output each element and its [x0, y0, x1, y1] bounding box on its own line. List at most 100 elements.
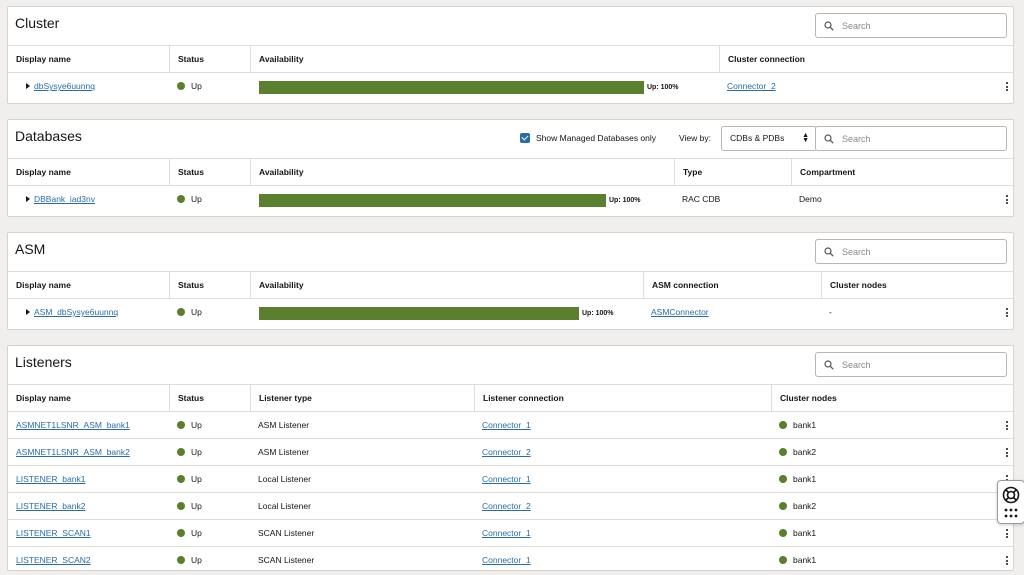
cluster-node: bank1 — [793, 474, 817, 484]
status-up-icon — [177, 82, 185, 90]
listener-name-link[interactable]: LISTENER_SCAN2 — [16, 555, 91, 565]
more-actions-icon[interactable] — [1005, 556, 1009, 566]
table-row: DBBank_iad3nv Up Up: 100% RAC CDB Demo — [8, 185, 1013, 212]
availability-label: Up: 100% — [582, 310, 614, 317]
more-actions-icon[interactable] — [1005, 529, 1009, 539]
cluster-search-input[interactable] — [842, 20, 992, 31]
cluster-search[interactable] — [815, 13, 1007, 38]
asm-search-input[interactable] — [842, 246, 992, 257]
col-listener-type[interactable]: Listener type — [250, 385, 474, 412]
expand-caret-icon[interactable] — [26, 309, 30, 315]
col-availability[interactable]: Availability — [250, 46, 719, 73]
col-status[interactable]: Status — [169, 272, 250, 299]
col-status[interactable]: Status — [169, 385, 250, 412]
status-up-icon — [177, 556, 185, 564]
col-cluster-nodes[interactable]: Cluster nodes — [821, 272, 1013, 299]
listener-name-link[interactable]: ASMNET1LSNR_ASM_bank2 — [16, 447, 130, 457]
table-row: dbSysye6uunnq Up Up: 100% Connector_2 — [8, 72, 1013, 99]
asm-connection-link[interactable]: ASMConnector — [651, 307, 709, 317]
cluster-node: bank1 — [793, 555, 817, 565]
availability-label: Up: 100% — [609, 197, 641, 204]
view-by-value: CDBs & PDBs — [730, 133, 785, 143]
listener-connection-link[interactable]: Connector_1 — [482, 555, 531, 565]
col-display-name[interactable]: Display name — [16, 167, 71, 177]
floating-help-widget — [997, 480, 1024, 524]
databases-search-input[interactable] — [842, 133, 992, 144]
database-name-link[interactable]: DBBank_iad3nv — [34, 194, 95, 204]
status-text: Up — [191, 474, 202, 484]
status-up-icon — [177, 195, 185, 203]
listener-connection-link[interactable]: Connector_1 — [482, 528, 531, 538]
status-text: Up — [191, 307, 202, 317]
more-actions-icon[interactable] — [1005, 195, 1009, 205]
cluster-node: bank2 — [793, 447, 817, 457]
more-actions-icon[interactable] — [1005, 421, 1009, 431]
table-row: ASMNET1LSNR_ASM_bank2 Up ASM Listener Conne… — [8, 438, 1013, 465]
col-cluster-connection[interactable]: Cluster connection — [719, 46, 1013, 73]
table-header: Display name Status Availability Cluster… — [8, 45, 1013, 73]
asm-panel: ASM Display name Status Availability ASM… — [7, 232, 1014, 330]
col-status[interactable]: Status — [169, 159, 250, 186]
listener-connection-link[interactable]: Connector_2 — [482, 501, 531, 511]
listener-connection-link[interactable]: Connector_1 — [482, 420, 531, 430]
availability-bar: Up: 100% — [259, 81, 679, 94]
col-asm-connection[interactable]: ASM connection — [643, 272, 821, 299]
node-status-icon — [779, 421, 787, 429]
listener-name-link[interactable]: LISTENER_SCAN1 — [16, 528, 91, 538]
listener-connection-link[interactable]: Connector_1 — [482, 474, 531, 484]
col-listener-connection[interactable]: Listener connection — [474, 385, 771, 412]
view-by-select[interactable]: CDBs & PDBs ▲ ▼ — [721, 126, 817, 151]
listeners-search-input[interactable] — [842, 359, 992, 370]
databases-panel: Databases Show Managed Databases only Vi… — [7, 119, 1014, 217]
listeners-table: Display name Status Listener type Listen… — [8, 384, 1013, 573]
cluster-connection-link[interactable]: Connector_2 — [727, 81, 776, 91]
more-actions-icon[interactable] — [1005, 82, 1009, 92]
cluster-name-link[interactable]: dbSysye6uunnq — [34, 81, 95, 91]
listener-type: Local Listener — [258, 501, 311, 511]
col-status[interactable]: Status — [169, 46, 250, 73]
availability-bar: Up: 100% — [259, 194, 641, 207]
more-actions-icon[interactable] — [1005, 448, 1009, 458]
listener-name-link[interactable]: ASMNET1LSNR_ASM_bank1 — [16, 420, 130, 430]
table-row: LISTENER_SCAN2 Up SCAN Listener Connector_1… — [8, 546, 1013, 573]
asm-name-link[interactable]: ASM_dbSysye6uunnq — [34, 307, 119, 317]
managed-only-checkbox[interactable]: Show Managed Databases only — [520, 133, 656, 143]
listener-name-link[interactable]: LISTENER_bank2 — [16, 501, 86, 511]
table-row: ASMNET1LSNR_ASM_bank1 Up ASM Listener Conne… — [8, 411, 1013, 438]
listeners-search[interactable] — [815, 352, 1007, 377]
status-up-icon — [177, 502, 185, 510]
col-display-name[interactable]: Display name — [16, 54, 71, 64]
apps-grid-icon[interactable] — [1004, 508, 1018, 518]
status-up-icon — [177, 448, 185, 456]
node-status-icon — [779, 502, 787, 510]
search-icon — [824, 20, 834, 31]
col-display-name[interactable]: Display name — [16, 393, 71, 403]
table-header: Display name Status Availability Type Co… — [8, 158, 1013, 186]
status-text: Up — [191, 447, 202, 457]
col-compartment[interactable]: Compartment — [791, 159, 1013, 186]
asm-title: ASM — [15, 241, 46, 257]
expand-caret-icon[interactable] — [26, 83, 30, 89]
col-display-name[interactable]: Display name — [16, 280, 71, 290]
cluster-panel: Cluster Display name Status Availability… — [7, 6, 1014, 104]
col-cluster-nodes[interactable]: Cluster nodes — [771, 385, 1013, 412]
table-row: LISTENER_bank2 Up Local Listener Connector_… — [8, 492, 1013, 519]
databases-search[interactable] — [815, 126, 1007, 151]
listener-name-link[interactable]: LISTENER_bank1 — [16, 474, 86, 484]
asm-search[interactable] — [815, 239, 1007, 264]
help-lifebuoy-icon[interactable] — [1002, 486, 1020, 504]
col-type[interactable]: Type — [674, 159, 791, 186]
listener-connection-link[interactable]: Connector_2 — [482, 447, 531, 457]
col-availability[interactable]: Availability — [250, 159, 674, 186]
database-compartment: Demo — [799, 194, 822, 204]
status-up-icon — [177, 421, 185, 429]
more-actions-icon[interactable] — [1005, 308, 1009, 318]
checkbox-checked-icon[interactable] — [520, 133, 530, 143]
expand-caret-icon[interactable] — [26, 196, 30, 202]
status-text: Up — [191, 501, 202, 511]
cluster-node: bank1 — [793, 420, 817, 430]
cluster-title: Cluster — [15, 15, 60, 31]
col-availability[interactable]: Availability — [250, 272, 643, 299]
listener-type: SCAN Listener — [258, 528, 315, 538]
status-up-icon — [177, 308, 185, 316]
